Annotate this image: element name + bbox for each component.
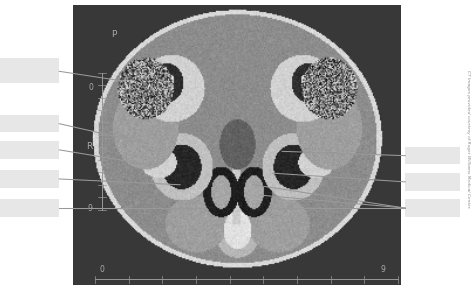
Bar [0, 141, 59, 159]
Text: P: P [111, 31, 117, 39]
Text: CT Images provided courtesy of Roger Williams Medical Center.: CT Images provided courtesy of Roger Wil… [466, 70, 470, 209]
Bar [0, 115, 59, 132]
Bar [0, 199, 59, 217]
Text: 0: 0 [89, 83, 94, 92]
Bar [0, 170, 59, 188]
Bar [405, 199, 460, 217]
Text: 9: 9 [381, 265, 385, 274]
Bar [405, 147, 460, 164]
Bar [0, 58, 59, 83]
Text: 0: 0 [100, 265, 104, 274]
Text: 9: 9 [88, 204, 92, 212]
Bar [405, 173, 460, 191]
Bar [73, 6, 401, 285]
Text: R: R [86, 143, 92, 151]
